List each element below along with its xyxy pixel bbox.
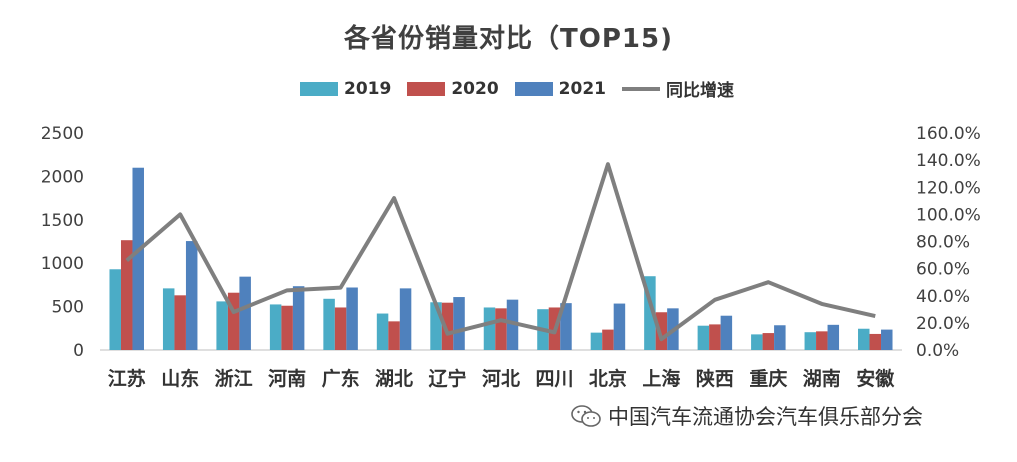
y-left-tick-label: 1000 bbox=[41, 254, 84, 274]
y-left-tick-label: 500 bbox=[52, 298, 84, 318]
bar-2019 bbox=[376, 313, 389, 350]
bar-2020 bbox=[495, 308, 507, 350]
bar-2019 bbox=[751, 334, 763, 350]
legend: 2019 2020 2021 同比增速 bbox=[300, 76, 734, 101]
x-tick-label: 湖南 bbox=[803, 368, 841, 390]
x-tick-label: 浙江 bbox=[215, 367, 253, 390]
bar-2021 bbox=[453, 297, 465, 350]
y-left-tick-label: 2000 bbox=[41, 167, 84, 187]
bar-2019 bbox=[323, 298, 335, 350]
x-axis: 江苏 山东 浙江 河南 广东 湖北 辽宁 河北 四川 北京 上海 陕西 重庆 湖南 安徽 bbox=[108, 367, 896, 390]
bar-2019 bbox=[858, 328, 870, 350]
bar-2020 bbox=[602, 329, 614, 350]
legend-label-2020: 2020 bbox=[451, 78, 499, 99]
y-left-tick-label: 0 bbox=[73, 341, 84, 361]
bar-2019 bbox=[644, 276, 656, 350]
y-left-tick-label: 2500 bbox=[41, 124, 84, 144]
bar-2019 bbox=[483, 307, 496, 350]
chart-title: 各省份销量对比（TOP15) bbox=[344, 24, 673, 54]
legend-swatch-2019 bbox=[300, 81, 338, 96]
x-tick-label: 河南 bbox=[268, 368, 306, 390]
bar-2019 bbox=[590, 332, 603, 350]
bar-2020 bbox=[816, 331, 828, 350]
y-right-tick-label: 120.0% bbox=[916, 178, 981, 198]
bar-2021 bbox=[613, 303, 626, 350]
bar-2020 bbox=[655, 312, 668, 350]
y-right-tick-label: 60.0% bbox=[916, 260, 970, 280]
bar-2021 bbox=[346, 287, 358, 350]
legend-swatch-growth bbox=[621, 86, 660, 91]
legend-swatch-2021 bbox=[514, 81, 553, 96]
x-tick-label: 湖北 bbox=[375, 368, 413, 390]
legend-item-growth: 同比增速 bbox=[621, 76, 734, 101]
y-right-tick-label: 0.0% bbox=[916, 341, 959, 361]
x-tick-label: 上海 bbox=[642, 367, 680, 390]
bar-2020 bbox=[762, 333, 775, 350]
bar-2021 bbox=[239, 276, 251, 350]
chart-svg: 0 500 1000 1500 2000 2500 0.0% 20.0% 40.0% 60.0%… bbox=[41, 124, 981, 390]
legend-item-2021: 2021 bbox=[514, 78, 606, 99]
growth-line-group bbox=[125, 162, 876, 342]
bar-2019 bbox=[162, 288, 175, 350]
x-tick-label: 重庆 bbox=[749, 367, 787, 390]
legend-item-2020: 2020 bbox=[407, 78, 499, 99]
y-right-tick-label: 140.0% bbox=[916, 151, 981, 171]
bar-2019 bbox=[216, 301, 228, 350]
bar-2020 bbox=[334, 307, 347, 350]
x-tick-label: 四川 bbox=[535, 368, 573, 390]
bar-2020 bbox=[281, 305, 293, 350]
x-tick-label: 北京 bbox=[589, 367, 627, 390]
watermark: 中国汽车流通协会汽车俱乐部分会 bbox=[570, 401, 923, 431]
y-right-tick-label: 40.0% bbox=[916, 287, 970, 307]
legend-label-2021: 2021 bbox=[558, 78, 606, 99]
bar-2020 bbox=[227, 292, 240, 350]
bar-2021 bbox=[292, 286, 305, 350]
bar-2019 bbox=[109, 269, 121, 350]
bar-2020 bbox=[709, 324, 721, 350]
bars-group bbox=[109, 167, 893, 350]
x-tick-label: 江苏 bbox=[108, 367, 146, 390]
legend-swatch-2020 bbox=[407, 81, 446, 96]
y-right-tick-label: 20.0% bbox=[916, 314, 970, 334]
bar-2021 bbox=[720, 315, 733, 350]
x-tick-label: 河北 bbox=[482, 368, 520, 390]
x-tick-label: 陕西 bbox=[696, 367, 734, 390]
y-right-tick-label: 100.0% bbox=[916, 205, 981, 225]
bar-2021 bbox=[399, 288, 412, 350]
bar-2021 bbox=[185, 241, 198, 350]
bar-2020 bbox=[174, 295, 186, 350]
bar-2020 bbox=[388, 321, 400, 350]
legend-label-2019: 2019 bbox=[344, 78, 392, 99]
bar-2020 bbox=[120, 240, 133, 350]
x-tick-label: 山东 bbox=[161, 367, 199, 390]
y-right-tick-label: 160.0% bbox=[916, 124, 981, 144]
bar-2021 bbox=[774, 325, 786, 350]
legend-label-growth: 同比增速 bbox=[665, 81, 734, 101]
wechat-icon bbox=[571, 405, 601, 427]
x-tick-label: 安徽 bbox=[856, 367, 895, 390]
x-tick-label: 辽宁 bbox=[429, 367, 467, 390]
bar-2021 bbox=[827, 324, 840, 350]
y-axis-left: 0 500 1000 1500 2000 2500 bbox=[41, 124, 84, 361]
bar-2021 bbox=[560, 303, 572, 350]
bar-2019 bbox=[804, 332, 817, 350]
bar-2019 bbox=[430, 302, 442, 350]
bar-2019 bbox=[697, 325, 710, 350]
watermark-text: 中国汽车流通协会汽车俱乐部分会 bbox=[608, 405, 923, 429]
bar-2020 bbox=[441, 302, 454, 350]
y-axis-right: 0.0% 20.0% 40.0% 60.0% 80.0% 100.0% 120.0% 140.… bbox=[916, 124, 981, 361]
bar-2020 bbox=[869, 333, 882, 350]
legend-item-2019: 2019 bbox=[300, 79, 391, 99]
x-tick-label: 广东 bbox=[322, 367, 360, 390]
bar-2021 bbox=[132, 167, 144, 350]
bar-2019 bbox=[269, 304, 282, 350]
bar-2021 bbox=[881, 329, 893, 350]
y-right-tick-label: 80.0% bbox=[916, 233, 970, 253]
y-left-tick-label: 1500 bbox=[41, 211, 84, 231]
